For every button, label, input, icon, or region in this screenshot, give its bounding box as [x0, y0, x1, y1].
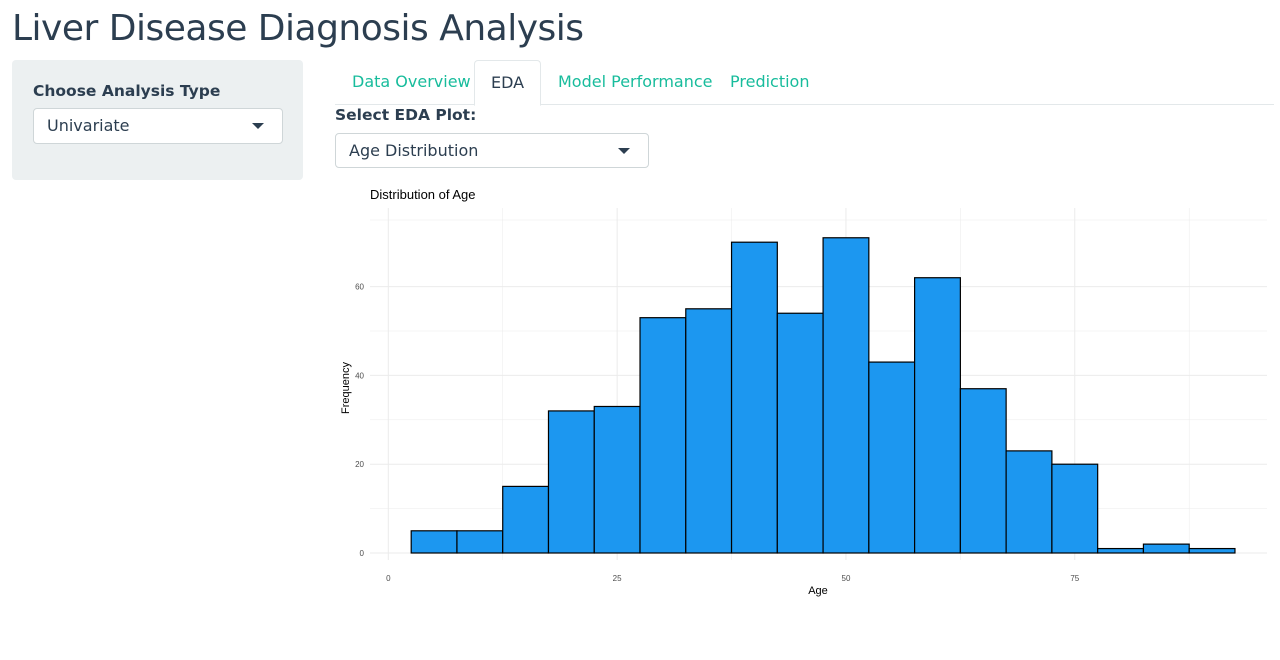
histogram-bar — [1097, 547, 1145, 554]
histogram-bar — [1051, 463, 1099, 554]
main-tabs: Data Overview EDA Model Performance Pred… — [335, 60, 1274, 106]
y-tick-label: 40 — [355, 371, 364, 380]
histogram-bar — [1142, 543, 1190, 554]
chart-title: Distribution of Age — [370, 187, 476, 202]
x-axis-title: Age — [808, 585, 828, 597]
histogram-bar — [410, 530, 458, 554]
eda-plot-select[interactable]: Age Distribution — [335, 133, 649, 168]
histogram-bar — [1188, 547, 1236, 554]
analysis-type-label: Choose Analysis Type — [33, 82, 221, 100]
eda-plot-label: Select EDA Plot: — [335, 106, 477, 124]
page-title: Liver Disease Diagnosis Analysis — [12, 8, 584, 49]
x-tick-label: 25 — [613, 574, 622, 583]
eda-plot-value: Age Distribution — [349, 141, 479, 160]
tab-prediction[interactable]: Prediction — [730, 72, 810, 91]
histogram-bar — [685, 308, 733, 554]
x-tick-label: 0 — [386, 574, 391, 583]
y-axis-title: Frequency — [340, 362, 352, 414]
x-tick-label: 75 — [1070, 574, 1079, 583]
histogram-bar — [502, 485, 550, 554]
histogram-bar — [456, 530, 504, 554]
y-tick-label: 0 — [360, 549, 365, 558]
histogram-bar — [1005, 450, 1053, 554]
caret-down-icon — [618, 148, 630, 154]
histogram-bar — [593, 405, 641, 554]
histogram-svg: Distribution of Age 0 20 40 60 0 25 50 75 Age F… — [340, 187, 1267, 597]
histogram-bar — [730, 241, 778, 554]
age-histogram-chart: Distribution of Age 0 20 40 60 0 25 50 75 Age F… — [335, 180, 1275, 600]
y-tick-label: 20 — [355, 460, 364, 469]
histogram-bar — [547, 410, 595, 554]
tab-eda[interactable]: EDA — [474, 60, 542, 106]
histogram-bar — [868, 361, 916, 554]
caret-down-icon — [252, 123, 264, 129]
ticks-layer: 0 20 40 60 0 25 50 75 — [355, 283, 1080, 583]
tab-model-performance[interactable]: Model Performance — [558, 72, 713, 91]
histogram-bar — [776, 312, 824, 554]
analysis-type-select[interactable]: Univariate — [33, 108, 283, 144]
sidebar-panel: Choose Analysis Type Univariate — [12, 60, 303, 180]
histogram-bar — [914, 277, 961, 554]
histogram-bar — [639, 317, 687, 554]
bars-layer — [410, 237, 1236, 554]
x-tick-label: 50 — [842, 574, 851, 583]
analysis-type-value: Univariate — [47, 116, 130, 135]
histogram-bar — [959, 388, 1007, 554]
tab-data-overview[interactable]: Data Overview — [352, 72, 471, 91]
y-tick-label: 60 — [355, 283, 364, 292]
histogram-bar — [822, 237, 870, 554]
